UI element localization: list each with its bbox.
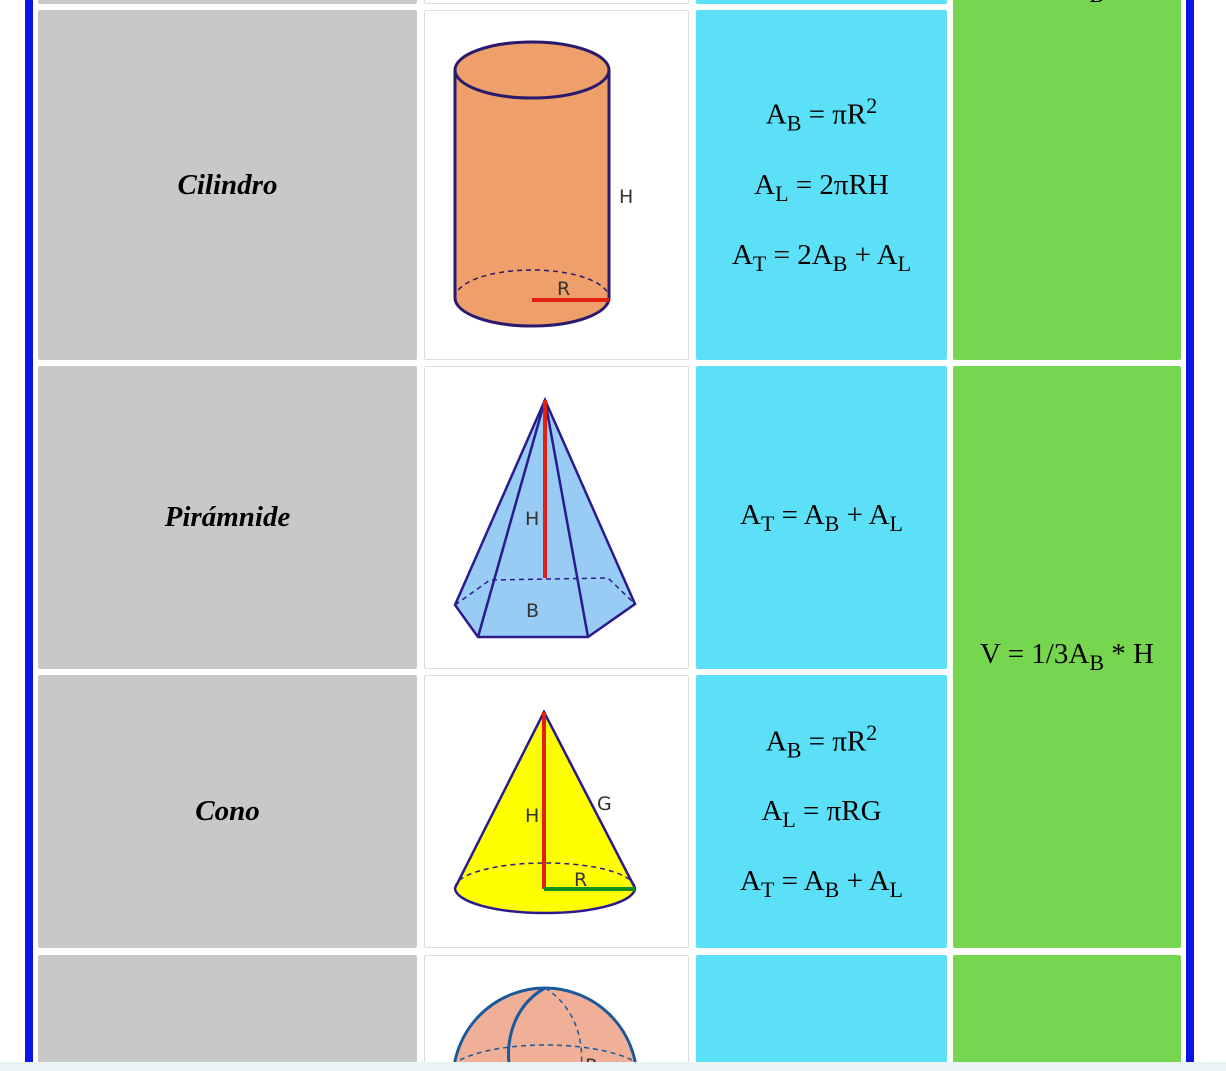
figure-label: R [574, 869, 587, 891]
formula-cell: AB = πR2 AL = πRG AT = AB + AL [696, 675, 947, 948]
formula-part: + A [839, 865, 890, 898]
cell [424, 0, 689, 4]
formula-part: L [775, 180, 789, 206]
formula-part: L [889, 510, 903, 536]
formula-part: * H [1104, 638, 1154, 671]
formula-part: T [760, 510, 775, 536]
formula-part: A [740, 865, 761, 898]
formula-part: L [897, 250, 912, 276]
formula-part: + A [847, 238, 898, 271]
formula: V = 1/3AB * H [980, 638, 1154, 676]
formula-part: B [824, 877, 840, 903]
formula: AT = AB + AL [740, 865, 903, 903]
formula-part: B [824, 510, 840, 536]
figure-label: H [525, 508, 539, 530]
formula-part: = 2A [766, 238, 833, 271]
formula: AL = πRG [761, 795, 881, 833]
formula-part: 2 [866, 719, 878, 745]
cylinder: H R [453, 40, 633, 328]
formula-part: B [1089, 649, 1104, 675]
formula-part: = πR [801, 725, 867, 758]
formula-cell [696, 955, 947, 1071]
cell [38, 0, 417, 4]
name-cell: Pirámnide [38, 366, 417, 669]
formula-part: A [754, 168, 776, 201]
formula: AT = 2AB + AL [732, 239, 911, 277]
formula-part: T [752, 250, 767, 276]
formula: AL = 2πRH [754, 169, 889, 207]
cone: H G R [453, 709, 637, 915]
formula-part: = πR [801, 99, 867, 132]
formula-cell: AT = AB + AL [696, 366, 947, 669]
page-bottom [0, 1062, 1226, 1071]
shape-name: Pirámnide [164, 501, 291, 533]
name-cell: Cilindro [38, 10, 417, 360]
formula-part: = A [774, 498, 825, 531]
name-cell: Cono [38, 675, 417, 948]
formula-part: B [786, 737, 802, 763]
figure-label: B [526, 600, 539, 622]
shape-name: Cilindro [177, 168, 278, 201]
formula-part: A [765, 99, 787, 132]
pyramid: H B [453, 396, 637, 639]
formula-part: = πRG [795, 795, 882, 828]
formula-part: L [782, 807, 796, 833]
right-border [1186, 0, 1194, 1071]
formula: AT = AB + AL [740, 499, 903, 537]
shape-name: Cono [195, 795, 260, 827]
formula-part: A [761, 795, 783, 828]
formula: AB = πR2 [766, 720, 877, 763]
figure-label: R [557, 278, 570, 300]
formula-part: V = 1/3A [980, 638, 1090, 671]
formula-part: A [765, 725, 787, 758]
figure-label: H [619, 186, 633, 208]
volume-cell: V = 1/3AB * H [953, 0, 1181, 360]
formula: AB = πR2 [766, 93, 877, 136]
formula-part: L [889, 877, 903, 903]
name-cell [38, 955, 417, 1071]
figure-label: H [525, 805, 539, 827]
formula: V = 1/3AB * H [980, 0, 1154, 8]
formula-part: A [740, 498, 761, 531]
cell [696, 0, 947, 4]
formula-part: B [832, 250, 848, 276]
formula-part: = A [774, 865, 825, 898]
sphere: R [451, 986, 639, 1071]
volume-cell: V = 1/3AB * H [953, 366, 1181, 948]
left-border [25, 0, 33, 1071]
formula-part: B [1089, 0, 1104, 7]
formula-part: T [760, 877, 775, 903]
formula-part: + A [839, 498, 890, 531]
formula-cell: AB = πR2 AL = 2πRH AT = 2AB + AL [696, 10, 947, 360]
volume-cell [953, 955, 1181, 1071]
formula-part: B [786, 110, 802, 136]
formula-part: * H [1104, 0, 1154, 2]
formula-part: = 2πRH [788, 168, 889, 201]
formula-part: 2 [866, 93, 878, 119]
formula-part: A [731, 238, 753, 271]
figure-label: G [597, 793, 612, 815]
formula-part: V = 1/3A [980, 0, 1089, 2]
